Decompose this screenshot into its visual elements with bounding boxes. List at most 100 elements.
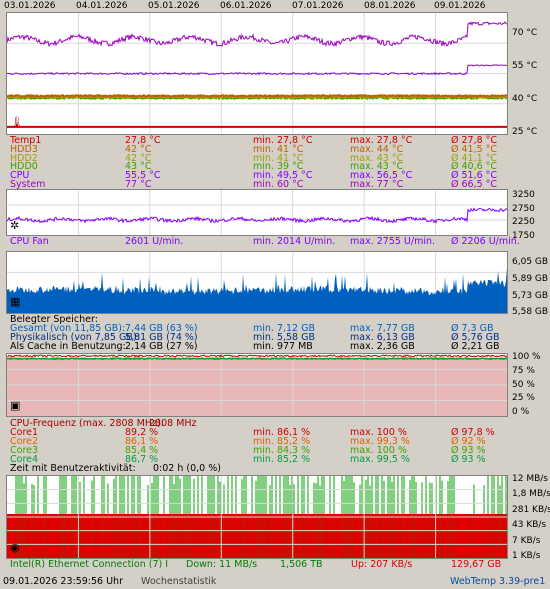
legend-name: HDD2	[10, 152, 38, 164]
cpu-axis-label: 0 %	[512, 407, 530, 417]
date-label: 04.01.2026	[76, 1, 128, 11]
legend-max: max. 77 °C	[350, 179, 404, 190]
legend-avg: Ø 41,5 °C	[451, 143, 498, 155]
cpu-axis-label: 100 %	[512, 352, 541, 362]
fan-speed-line	[7, 207, 507, 224]
legend-min: min. 977 MB	[253, 341, 313, 352]
core4-line	[7, 357, 507, 360]
date-label: 06.01.2026	[220, 1, 272, 11]
legend-max: max. 43 °C	[350, 152, 404, 164]
temp-axis-label: 55 °C	[512, 61, 538, 71]
memory-chip-icon: ▦	[10, 295, 21, 308]
legend-min: min. 27,8 °C	[253, 135, 313, 146]
fan-axis-label: 3250	[512, 190, 535, 200]
fan-avg: Ø 2206 U/min.	[451, 236, 520, 247]
legend-row: Als Cache in Benutzung: 2,14 GB (27 %) min…	[10, 341, 550, 352]
legend-avg: Ø 2,21 GB	[451, 341, 500, 352]
legend-name: Core1	[10, 427, 39, 438]
fan-axis-label: 1750	[512, 231, 535, 241]
legend-min: min. 7,12 GB	[253, 323, 316, 334]
legend-row: Temp1 27,8 °C min. 27,8 °C max. 27,8 °C Ø 27…	[10, 135, 550, 146]
net-axis-label: 1 KB/s	[512, 551, 541, 561]
footer-version[interactable]: WebTemp 3.39-pre1	[450, 576, 546, 587]
legend-min: min. 85,2 %	[253, 436, 311, 447]
legend-row: Core1 89,2 % min. 86,1 % max. 100 % Ø 97,8 %	[10, 427, 550, 438]
cpu-load-graph: ▣	[6, 353, 508, 417]
legend-avg: Ø 51,6 °C	[451, 170, 498, 182]
legend-max: max. 43 °C	[350, 161, 404, 173]
legend-name: Temp1	[10, 135, 42, 146]
legend-cur: 86,1 %	[125, 436, 159, 447]
legend-cur: 85,4 %	[125, 445, 159, 456]
legend-row: Physikalisch (von 7,85 GB): 5,81 GB (74 %…	[10, 332, 550, 343]
fan-graph: ✲	[6, 189, 508, 236]
legend-avg: Ø 93 %	[451, 445, 486, 456]
fan-icon: ✲	[10, 219, 20, 232]
legend-name: Gesamt (von 11,85 GB):	[10, 323, 126, 334]
legend-row: Core4 86,7 % min. 85,2 % max. 99,5 % Ø 93 %	[10, 454, 550, 465]
temperature-plot	[7, 13, 507, 134]
network-up-overlay	[7, 514, 507, 558]
net-axis-label: 1,8 MB/s	[512, 489, 550, 499]
legend-row: Core3 85,4 % min. 84,3 % max. 100 % Ø 93 %	[10, 445, 550, 456]
network-down-total: 1,506 TB	[280, 559, 323, 570]
legend-name: Als Cache in Benutzung:	[10, 341, 126, 352]
temp-axis-label: 25 °C	[512, 127, 538, 137]
legend-cur: 43 °C	[125, 161, 152, 173]
date-label: 05.01.2026	[148, 1, 200, 11]
legend-name: Core2	[10, 436, 39, 447]
fan-min: min. 2014 U/min.	[253, 236, 336, 247]
legend-row: CPU 55,5 °C min. 49,5 °C max. 56,5 °C Ø 51,6…	[10, 170, 550, 182]
user-activity-value: 0:02 h (0,0 %)	[153, 463, 221, 474]
legend-row: Gesamt (von 11,85 GB): 7,44 GB (63 %) min.…	[10, 323, 550, 334]
legend-min: min. 49,5 °C	[253, 170, 313, 182]
date-label: 07.01.2026	[292, 1, 344, 11]
memory-graph: ▦	[6, 251, 508, 314]
legend-max: max. 44 °C	[350, 143, 404, 155]
mem-axis-label: 5,73 GB	[512, 291, 549, 301]
legend-name: Physikalisch (von 7,85 GB):	[10, 332, 140, 343]
legend-avg: Ø 41,1 °C	[451, 152, 498, 164]
fan-name: CPU Fan	[10, 236, 49, 247]
legend-min: min. 86,1 %	[253, 427, 311, 438]
legend-min: min. 85,2 %	[253, 454, 311, 465]
legend-max: max. 7,77 GB	[350, 323, 415, 334]
temp-axis-label: 40 °C	[512, 94, 538, 104]
legend-max: max. 100 %	[350, 427, 407, 438]
user-activity-label: Zeit mit Benutzeraktivität:	[10, 463, 136, 474]
legend-max: max. 100 %	[350, 445, 407, 456]
legend-min: min. 41 °C	[253, 143, 304, 155]
legend-name: Core4	[10, 454, 39, 465]
legend-max: max. 27,8 °C	[350, 135, 413, 146]
fan-current: 2601 U/min.	[125, 236, 184, 247]
legend-row: HDD0 43 °C min. 39 °C max. 43 °C Ø 40,6 °C	[10, 161, 550, 173]
legend-cur: 86,7 %	[125, 454, 159, 465]
network-adapter-name: Intel(R) Ethernet Connection (7) I	[10, 559, 169, 570]
hdd2-temp-line	[7, 94, 507, 100]
thermometer-icon: 🌡	[10, 116, 24, 129]
net-axis-label: 43 KB/s	[512, 520, 547, 530]
legend-avg: Ø 92 %	[451, 436, 486, 447]
footer-mode: Wochenstatistik	[141, 576, 217, 587]
mem-axis-label: 5,89 GB	[512, 274, 549, 284]
cpu-chip-icon: ▣	[10, 399, 21, 412]
legend-cur: 42 °C	[125, 152, 152, 164]
mem-axis-label: 6,05 GB	[512, 257, 549, 267]
net-axis-label: 12 MB/s	[512, 474, 548, 484]
network-up-rate: Up: 207 KB/s	[351, 559, 413, 570]
network-legend-row: Intel(R) Ethernet Connection (7) I Down:…	[10, 559, 550, 570]
legend-avg: Ø 5,76 GB	[451, 332, 500, 343]
date-label: 03.01.2026	[4, 1, 56, 11]
cpu-frequency-label: CPU-Frequenz (max. 2808 MHz):	[10, 418, 164, 429]
legend-name: HDD3	[10, 143, 38, 155]
legend-cur: 5,81 GB (74 %)	[125, 332, 198, 343]
fan-axis-label: 2750	[512, 204, 535, 214]
legend-cur: 55,5 °C	[125, 170, 161, 182]
legend-min: min. 60 °C	[253, 179, 304, 190]
legend-min: min. 5,58 GB	[253, 332, 316, 343]
legend-name: Core3	[10, 445, 39, 456]
mem-axis-label: 5,58 GB	[512, 307, 549, 317]
legend-avg: Ø 97,8 %	[451, 427, 495, 438]
cpu-axis-label: 25 %	[512, 393, 535, 403]
user-activity-row: Zeit mit Benutzeraktivität: 0:02 h (0,0 …	[10, 463, 550, 474]
